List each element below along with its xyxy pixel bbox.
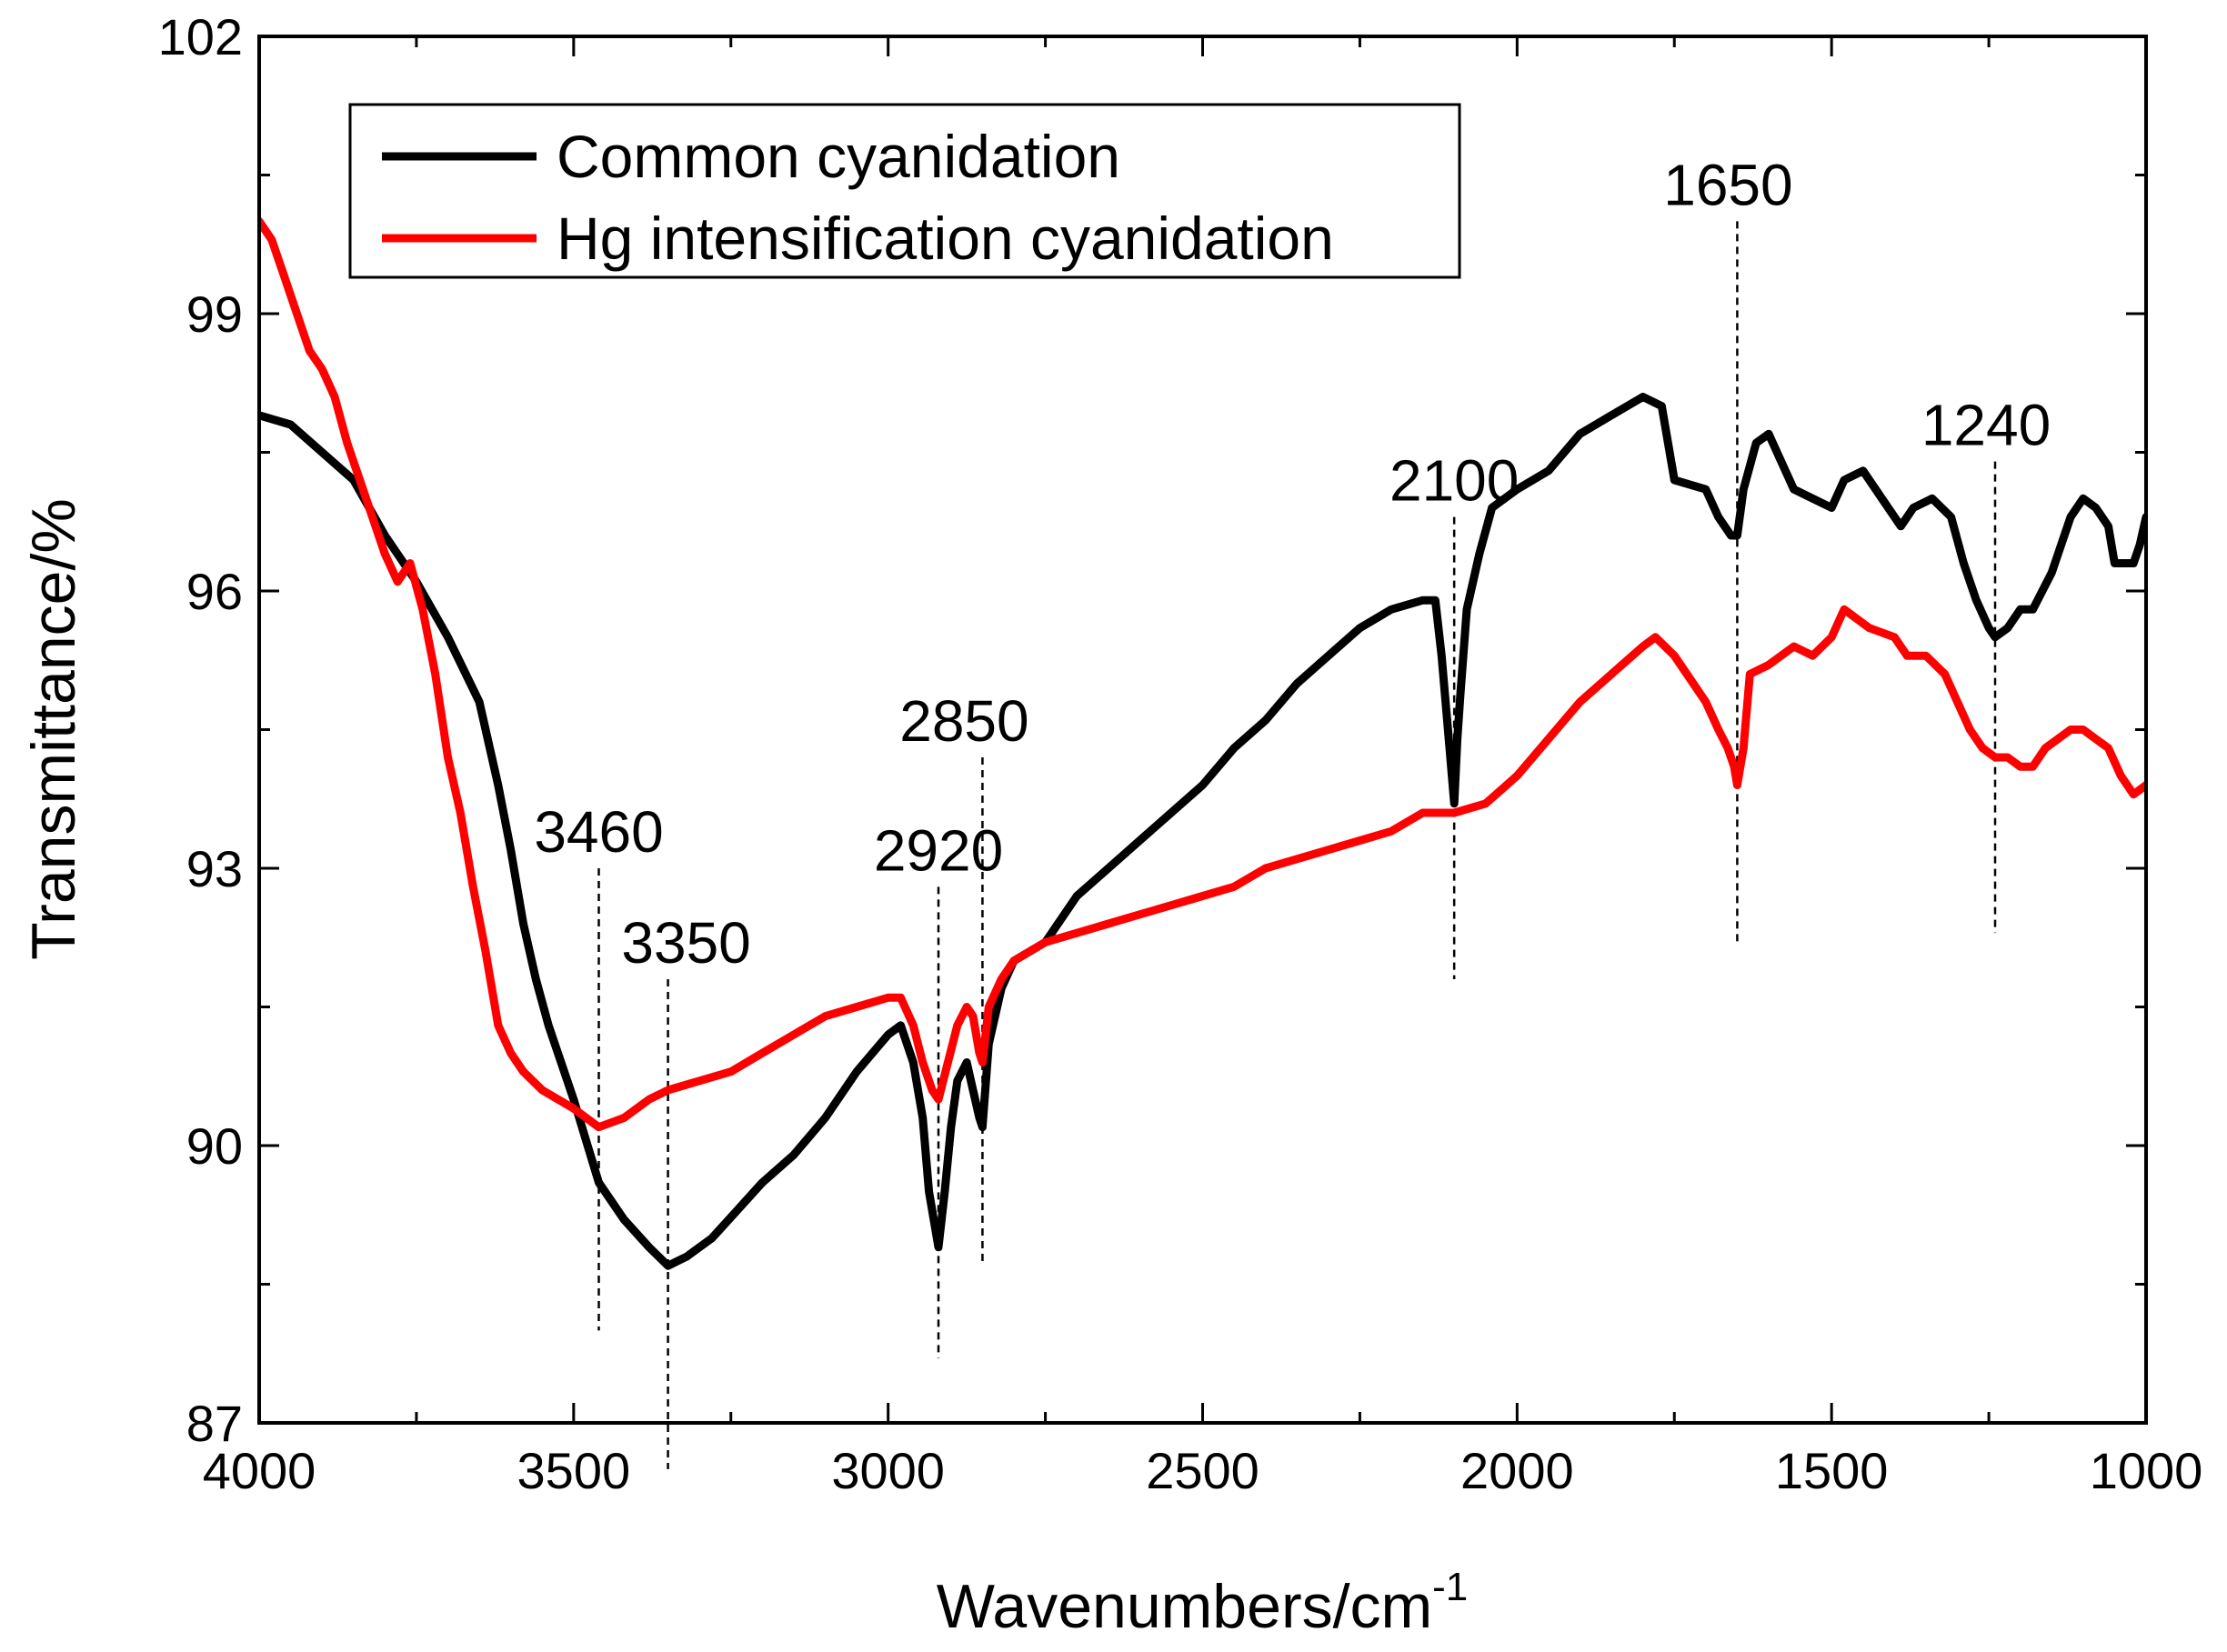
y-tick-label-102: 102	[158, 8, 243, 65]
legend: Common cyanidation Hg intensification cy…	[348, 103, 1461, 279]
series-line-1	[259, 216, 2146, 1132]
peak-label-1240: 1240	[1921, 393, 2051, 458]
x-tick-label-4000: 4000	[203, 1442, 316, 1499]
legend-label-hg-intensification: Hg intensification cyanidation	[557, 205, 1334, 272]
x-tick-label-1000: 1000	[2090, 1442, 2203, 1499]
x-axis-title-main: Wavenumbers/cm	[937, 1572, 1432, 1641]
peak-label-3350: 3350	[621, 910, 750, 976]
x-tick-label-3000: 3000	[831, 1442, 945, 1499]
x-axis-title-superscript: -1	[1432, 1565, 1468, 1609]
y-tick-label-96: 96	[186, 563, 243, 620]
series-layer	[259, 216, 2146, 1270]
legend-label-common-cyanidation: Common cyanidation	[557, 123, 1120, 190]
x-tick-label-3500: 3500	[517, 1442, 631, 1499]
peak-label-3460: 3460	[534, 799, 663, 865]
x-tick-label-2500: 2500	[1146, 1442, 1259, 1499]
y-tick-label-90: 90	[186, 1117, 243, 1175]
y-axis: 87 90 93 96 99 102	[158, 8, 2146, 1452]
legend-box	[348, 103, 1461, 279]
y-axis-title: Transmittance/%	[19, 498, 88, 960]
peak-label-1650: 1650	[1663, 152, 1792, 217]
x-tick-label-1500: 1500	[1775, 1442, 1889, 1499]
x-tick-label-2000: 2000	[1460, 1442, 1574, 1499]
series-line-0	[259, 393, 2146, 1270]
peak-label-2850: 2850	[899, 688, 1028, 754]
peak-label-2920: 2920	[874, 817, 1003, 883]
y-tick-label-99: 99	[186, 285, 243, 343]
x-axis: 4000 3500 3000 2500 2000 1500 1000	[203, 36, 2203, 1499]
x-axis-title: Wavenumbers/cm-1	[937, 1565, 1469, 1641]
y-tick-label-87: 87	[186, 1395, 243, 1452]
y-tick-label-93: 93	[186, 840, 243, 897]
